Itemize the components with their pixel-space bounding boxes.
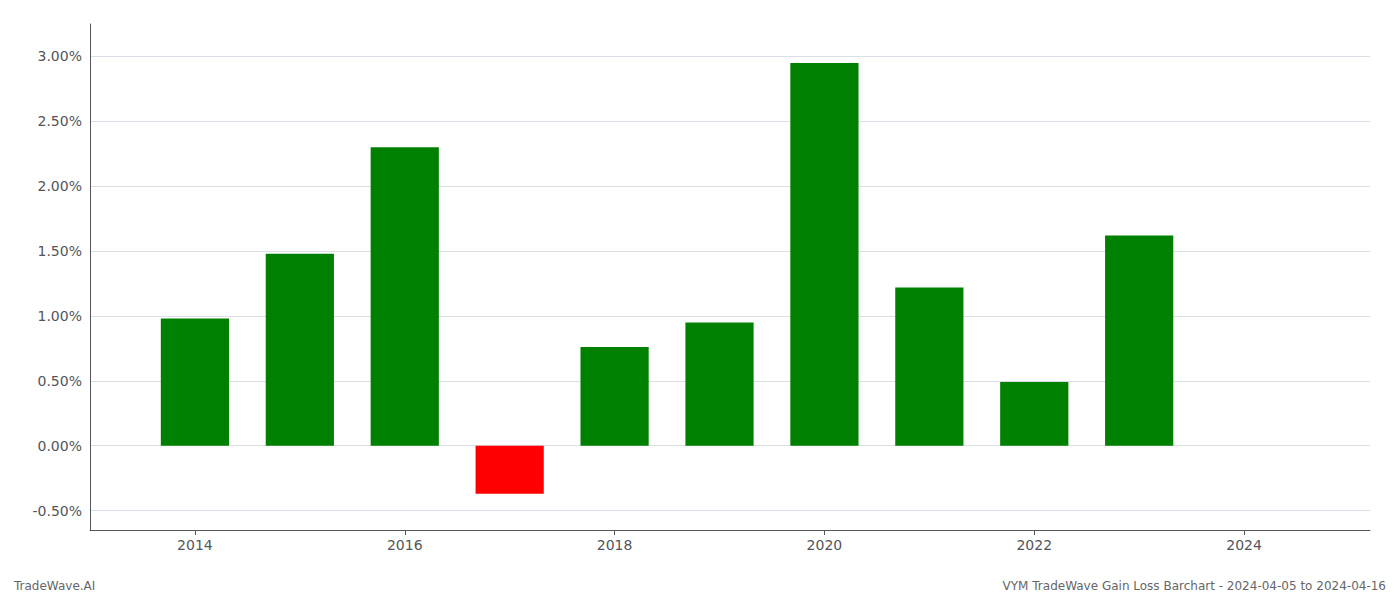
svg-text:TradeWave.AI: TradeWave.AI	[13, 579, 95, 593]
svg-text:3.00%: 3.00%	[38, 48, 82, 64]
svg-text:2014: 2014	[177, 537, 213, 553]
svg-text:2020: 2020	[807, 537, 843, 553]
svg-text:VYM TradeWave Gain Loss Barcha: VYM TradeWave Gain Loss Barchart - 2024-…	[1003, 579, 1386, 593]
svg-text:2016: 2016	[387, 537, 423, 553]
svg-text:0.00%: 0.00%	[38, 438, 82, 454]
svg-text:2018: 2018	[597, 537, 633, 553]
svg-text:1.00%: 1.00%	[38, 308, 82, 324]
svg-text:2.50%: 2.50%	[38, 113, 82, 129]
svg-text:0.50%: 0.50%	[38, 373, 82, 389]
svg-text:2024: 2024	[1226, 537, 1262, 553]
svg-text:-0.50%: -0.50%	[32, 503, 82, 519]
svg-text:2.00%: 2.00%	[38, 178, 82, 194]
svg-text:1.50%: 1.50%	[38, 243, 82, 259]
svg-text:2022: 2022	[1016, 537, 1052, 553]
